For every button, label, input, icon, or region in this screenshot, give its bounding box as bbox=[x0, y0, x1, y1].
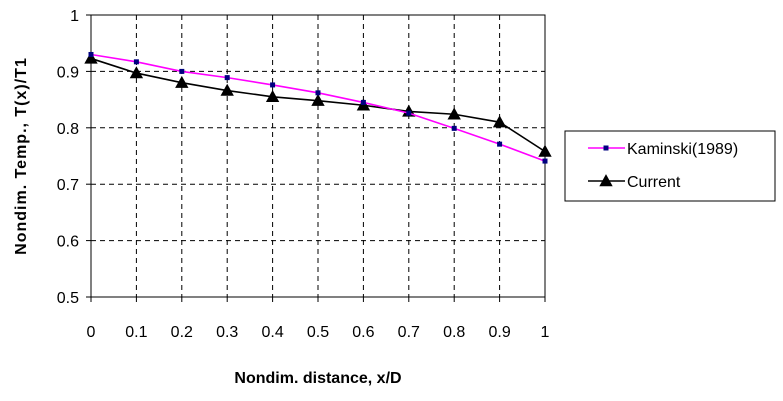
x-tick-label: 0 bbox=[87, 324, 96, 341]
data-point bbox=[542, 158, 548, 164]
y-axis-title: Nondim. Temp., T(x)/T1 bbox=[13, 57, 30, 255]
series-current bbox=[84, 51, 552, 157]
x-tick-label: 0.9 bbox=[488, 324, 510, 341]
y-tick-label: 0.9 bbox=[57, 64, 79, 81]
y-tick-label: 1 bbox=[70, 8, 79, 25]
data-point bbox=[406, 110, 412, 116]
plot-area bbox=[90, 14, 546, 298]
x-tick-label: 0.2 bbox=[171, 324, 193, 341]
square-marker-icon bbox=[603, 145, 609, 151]
x-tick-label: 0.4 bbox=[261, 324, 283, 341]
y-tick-labels: 0.5 0.6 0.7 0.8 0.9 1 bbox=[57, 8, 91, 307]
legend-label: Kaminski(1989) bbox=[627, 141, 738, 158]
data-point bbox=[311, 93, 325, 106]
data-point bbox=[451, 125, 457, 131]
data-point bbox=[447, 107, 461, 120]
data-point bbox=[129, 66, 144, 79]
data-point bbox=[270, 82, 276, 88]
legend-item: Current bbox=[588, 174, 681, 191]
y-tick-label: 0.6 bbox=[57, 234, 79, 251]
data-point bbox=[497, 141, 503, 147]
data-point bbox=[360, 99, 366, 105]
data-point bbox=[538, 144, 552, 157]
data-point bbox=[492, 115, 507, 128]
x-tick-label: 0.3 bbox=[216, 324, 238, 341]
y-tick-label: 0.5 bbox=[57, 290, 79, 307]
data-point bbox=[88, 51, 94, 57]
y-tick-label: 0.8 bbox=[57, 121, 79, 138]
legend-box bbox=[564, 130, 776, 202]
y-tick-label: 0.7 bbox=[57, 177, 79, 194]
data-point bbox=[220, 83, 234, 96]
data-point bbox=[224, 75, 230, 81]
data-point bbox=[179, 68, 185, 74]
legend-label: Current bbox=[627, 174, 681, 191]
grid-lines bbox=[91, 15, 545, 297]
data-point bbox=[315, 90, 321, 96]
x-tick-label: 0.8 bbox=[443, 324, 465, 341]
legend: Kaminski(1989) Current bbox=[564, 130, 776, 202]
legend-item: Kaminski(1989) bbox=[588, 141, 738, 158]
x-axis-title: Nondim. distance, x/D bbox=[234, 370, 401, 387]
data-point bbox=[84, 51, 98, 64]
data-point bbox=[265, 89, 280, 102]
x-tick-label: 0.6 bbox=[352, 324, 374, 341]
x-tick-label: 1 bbox=[541, 324, 550, 341]
legend-items: Kaminski(1989) Current bbox=[588, 141, 738, 191]
x-tick-labels: 0 0.1 0.2 0.3 0.4 0.5 0.6 0.7 0.8 0.9 1 bbox=[87, 297, 550, 341]
data-point bbox=[175, 75, 189, 88]
series-layer bbox=[84, 51, 552, 164]
x-tick-label: 0.5 bbox=[307, 324, 329, 341]
triangle-marker-icon bbox=[599, 174, 613, 187]
data-point bbox=[133, 59, 139, 65]
series-kaminski-1989- bbox=[88, 51, 548, 164]
x-tick-label: 0.7 bbox=[398, 324, 420, 341]
x-tick-label: 0.1 bbox=[125, 324, 147, 341]
